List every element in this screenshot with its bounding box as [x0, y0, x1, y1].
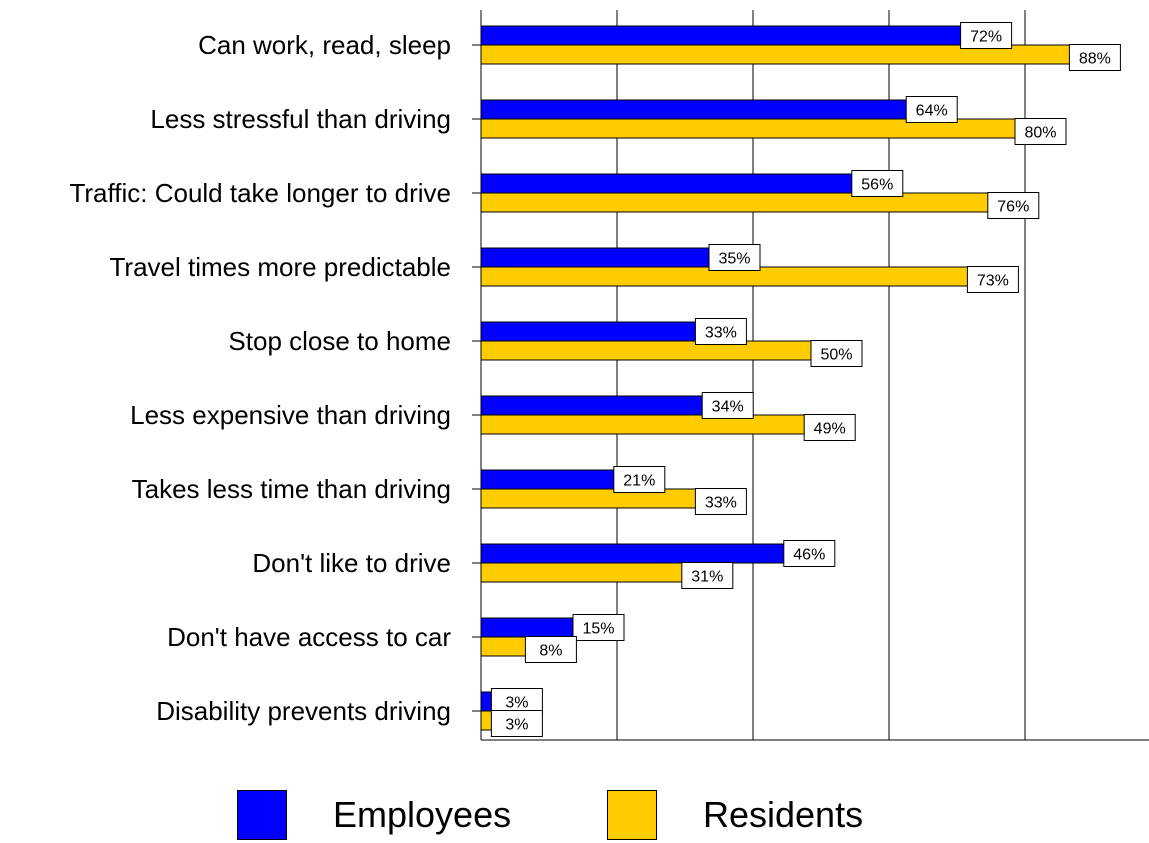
- category-label: Travel times more predictable: [110, 252, 452, 282]
- data-label-box: [851, 170, 904, 197]
- data-label: 76%: [997, 199, 1029, 216]
- legend-employees: Employees: [237, 790, 511, 840]
- data-label: 34%: [712, 399, 744, 416]
- data-label-box: [1068, 44, 1121, 71]
- bar-residents: [480, 340, 822, 361]
- data-label: 8%: [539, 643, 562, 660]
- data-label: 46%: [793, 547, 825, 564]
- data-label: 50%: [820, 347, 852, 364]
- data-label-box: [1014, 118, 1067, 145]
- bar-employees: [480, 99, 917, 120]
- data-label-box: [681, 562, 734, 589]
- data-label-box: [803, 414, 856, 441]
- data-label: 64%: [916, 103, 948, 120]
- data-label: 3%: [505, 717, 528, 734]
- data-label-box: [905, 96, 958, 123]
- category-label: Disability prevents driving: [156, 696, 451, 726]
- data-label-box: [694, 318, 747, 345]
- data-label-box: [966, 266, 1019, 293]
- data-label-box: [783, 540, 836, 567]
- data-label: 72%: [970, 29, 1002, 46]
- legend-label-residents: Residents: [703, 794, 864, 835]
- data-label-box: [694, 488, 747, 515]
- bar-employees: [480, 617, 584, 638]
- data-label: 33%: [705, 325, 737, 342]
- bar-residents: [480, 488, 706, 509]
- bar-employees: [480, 173, 863, 194]
- data-label-box: [708, 244, 761, 271]
- bar-employees: [480, 543, 795, 564]
- data-label: 80%: [1024, 125, 1056, 142]
- bar-residents: [480, 562, 693, 583]
- bar-employees: [480, 321, 706, 342]
- data-label-box: [987, 192, 1040, 219]
- bar-employees: [480, 395, 713, 416]
- data-label-box: [960, 22, 1013, 49]
- legend-label-employees: Employees: [333, 794, 512, 835]
- bar-residents: [480, 192, 999, 213]
- category-label: Stop close to home: [228, 326, 451, 356]
- data-label: 33%: [705, 495, 737, 512]
- data-label-box: [810, 340, 863, 367]
- data-label-box: [701, 392, 754, 419]
- data-label: 56%: [861, 177, 893, 194]
- data-label: 15%: [582, 621, 614, 638]
- category-label: Don't have access to car: [167, 622, 451, 652]
- category-label: Takes less time than driving: [132, 474, 451, 504]
- category-label: Don't like to drive: [252, 548, 451, 578]
- legend-swatch-residents: [607, 790, 657, 840]
- data-label: 35%: [718, 251, 750, 268]
- data-label: 73%: [977, 273, 1009, 290]
- data-label-box: [613, 466, 666, 493]
- data-label-box: [572, 614, 625, 641]
- data-label: 3%: [505, 695, 528, 712]
- bar-employees: [480, 25, 972, 46]
- data-label-box: [490, 710, 543, 737]
- data-label-box: [524, 636, 577, 663]
- bar-employees: [480, 247, 720, 268]
- legend-residents: Residents: [607, 790, 863, 840]
- category-label: Traffic: Could take longer to drive: [69, 178, 451, 208]
- data-label: 31%: [691, 569, 723, 586]
- category-label: Less stressful than driving: [150, 104, 451, 134]
- category-label: Can work, read, sleep: [198, 30, 451, 60]
- data-label: 88%: [1079, 51, 1111, 68]
- category-label: Less expensive than driving: [130, 400, 451, 430]
- data-label: 49%: [814, 421, 846, 438]
- bar-employees: [480, 469, 625, 490]
- bar-residents: [480, 414, 815, 435]
- data-label: 21%: [623, 473, 655, 490]
- legend-swatch-employees: [237, 790, 287, 840]
